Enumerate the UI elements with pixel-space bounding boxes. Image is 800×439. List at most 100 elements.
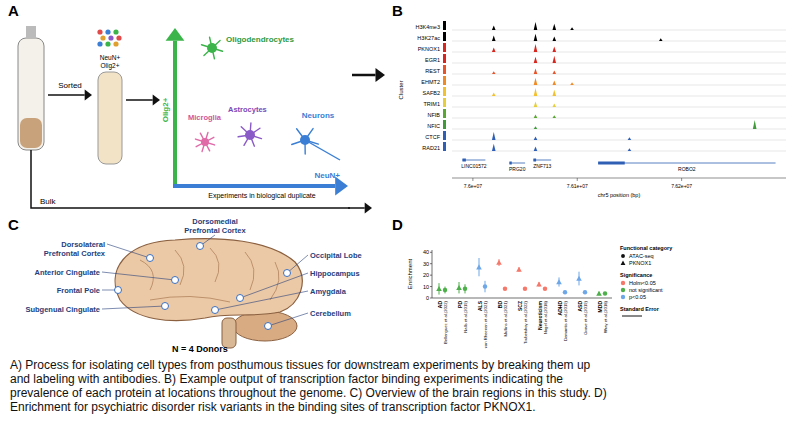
gyrus bbox=[150, 296, 230, 302]
cluster-bar bbox=[443, 65, 446, 74]
point bbox=[516, 267, 522, 272]
antibody bbox=[97, 29, 102, 34]
legend-title: Significance bbox=[620, 272, 652, 278]
cluster-bar bbox=[443, 43, 446, 52]
label: Bulk bbox=[40, 197, 57, 206]
track bbox=[492, 22, 574, 30]
region-marker bbox=[147, 255, 154, 262]
track bbox=[492, 144, 631, 151]
citation: Wray et al.(2018) bbox=[603, 300, 608, 333]
peak bbox=[534, 78, 538, 85]
bulk-arrow bbox=[348, 203, 372, 214]
point bbox=[436, 286, 442, 291]
track bbox=[534, 114, 556, 118]
legend-label: PKNOX1 bbox=[629, 260, 651, 266]
category-label-group: ASDGrove et al.(2019) bbox=[577, 300, 588, 334]
label: REST bbox=[425, 68, 440, 74]
peak bbox=[753, 120, 757, 129]
region-marker bbox=[212, 307, 219, 314]
label: EHMT2 bbox=[421, 79, 440, 85]
tick-label: 40 bbox=[423, 249, 429, 255]
antibody bbox=[108, 35, 113, 40]
tick-label: 10 bbox=[423, 284, 429, 290]
category-label-group: NeuroticismNagel et al.(2018) bbox=[537, 300, 548, 334]
track-baseline bbox=[452, 63, 786, 64]
tick-label: 0 bbox=[426, 295, 429, 301]
cluster-bar bbox=[443, 54, 446, 63]
point bbox=[583, 290, 587, 294]
label: SAFB2 bbox=[423, 90, 440, 96]
peak bbox=[552, 47, 556, 52]
cluster-bar bbox=[443, 98, 446, 107]
gene bbox=[533, 160, 551, 161]
arrow-head bbox=[365, 203, 372, 214]
peak bbox=[628, 137, 632, 140]
point bbox=[523, 287, 527, 291]
peak bbox=[570, 82, 574, 85]
microglia bbox=[195, 132, 214, 151]
track-baseline bbox=[452, 129, 786, 130]
panel-letter: B bbox=[392, 2, 403, 19]
antibody bbox=[116, 35, 121, 40]
leader bbox=[240, 273, 308, 298]
axis-title: Enrichment bbox=[407, 259, 413, 290]
track-baseline bbox=[452, 30, 786, 31]
cluster-bar bbox=[443, 131, 446, 140]
track-baseline bbox=[452, 74, 786, 75]
legend-marker bbox=[621, 288, 625, 292]
gyrus bbox=[140, 260, 153, 290]
leader bbox=[215, 291, 308, 310]
gyrus bbox=[210, 248, 219, 282]
label: Experiments in biological duplicate bbox=[208, 192, 315, 200]
tick bbox=[472, 178, 473, 181]
region-label: Anterior Cingulate bbox=[35, 268, 100, 277]
gyrus bbox=[245, 252, 254, 290]
legend-marker bbox=[621, 295, 625, 299]
peak bbox=[492, 48, 496, 53]
track-baseline bbox=[452, 96, 786, 97]
citation: Trubetskoy et al.(2022) bbox=[523, 300, 528, 344]
cluster-bar bbox=[443, 142, 446, 151]
caption: A) Process for isolating cell types from… bbox=[10, 358, 610, 414]
point bbox=[463, 287, 467, 291]
panel-letter: A bbox=[8, 2, 19, 19]
peak bbox=[552, 70, 556, 74]
tick-label: 20 bbox=[423, 272, 429, 278]
label: chr5 position (bp) bbox=[598, 192, 641, 198]
leader bbox=[107, 244, 150, 258]
label: H3K4me3 bbox=[416, 24, 440, 30]
category-label-group: MDDWray et al.(2018) bbox=[597, 300, 608, 333]
citation: Mullins et al.(2021) bbox=[503, 300, 508, 336]
oligodendrocyte bbox=[201, 37, 222, 58]
arrow-shaft bbox=[352, 74, 376, 77]
tick bbox=[430, 286, 432, 287]
peak bbox=[534, 114, 538, 118]
plot-area bbox=[436, 258, 607, 296]
arrow-shaft bbox=[173, 41, 177, 186]
region-label: Amygdala bbox=[310, 287, 347, 296]
tick bbox=[430, 252, 432, 253]
track bbox=[534, 120, 757, 129]
point bbox=[543, 287, 547, 291]
peak bbox=[534, 22, 538, 30]
citation: van Rheenen et al.(2021) bbox=[483, 300, 488, 348]
bulk-tube bbox=[18, 38, 44, 150]
bulk-line bbox=[31, 150, 350, 208]
astrocyte bbox=[238, 123, 261, 146]
point bbox=[603, 291, 607, 295]
legend-label: Holm<0.05 bbox=[629, 280, 656, 286]
peak bbox=[492, 26, 496, 31]
region-marker bbox=[237, 295, 244, 302]
panel-letter: C bbox=[8, 216, 19, 233]
track bbox=[534, 102, 556, 107]
peak bbox=[534, 102, 538, 107]
peak bbox=[492, 92, 496, 96]
arrow-head bbox=[153, 95, 160, 106]
peak bbox=[534, 69, 538, 74]
y-axis bbox=[432, 250, 433, 298]
region-marker bbox=[265, 323, 272, 330]
label: EGR1 bbox=[425, 57, 440, 63]
category-label-group: ADBellenguez et al.(2022) bbox=[437, 300, 448, 344]
leader bbox=[102, 306, 165, 309]
tick bbox=[430, 275, 432, 276]
